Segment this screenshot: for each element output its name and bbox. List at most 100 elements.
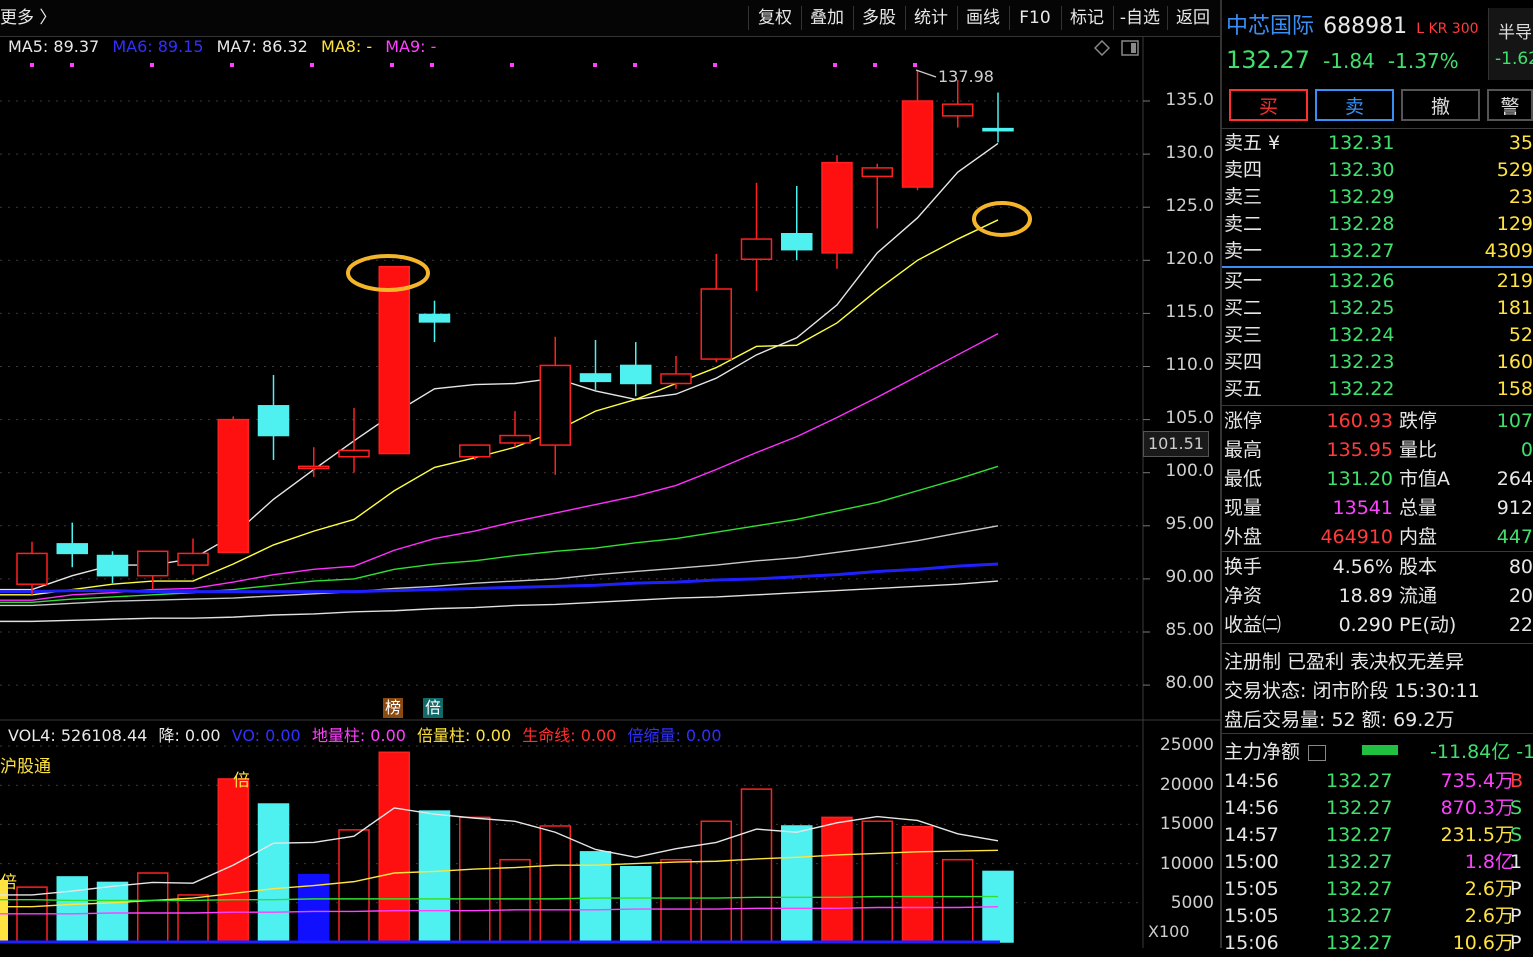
quote-row: 最高 135.95 量比 0 [1224,436,1533,464]
volume-axis-label: 10000 [1159,853,1214,874]
level-label: 买五 [1224,378,1263,400]
volume-axis-label: 5000 [1170,893,1214,913]
tick-price: 132.27 [1326,932,1393,954]
candle-body [56,543,88,555]
annotation-arrow [915,69,937,78]
quote-row: 收益㈡ 0.290 PE(动) 22 [1224,611,1533,639]
toolbar-button[interactable]: -自选 [1119,8,1161,28]
quote-label: 现量 [1224,497,1263,519]
toolbar-divider [1113,6,1114,30]
candle-body [740,238,773,260]
ask-row[interactable]: 卖四 132.30 529 [1224,157,1533,184]
sector-label: 半导 [1498,23,1532,43]
volume-bar [740,788,773,943]
level-price: 132.30 [1328,159,1395,181]
ask-row[interactable]: 卖三 132.29 23 [1224,184,1533,211]
bid-row[interactable]: 买三 132.24 52 [1224,322,1533,349]
price-axis-label: 95.00 [1165,514,1214,534]
more-button[interactable]: 更多 〉 [0,8,57,28]
volume-bar [539,825,571,943]
panel-toggle-icon[interactable] [1121,40,1139,56]
level-label: 卖二 [1224,213,1263,235]
toolbar-button[interactable]: 多股 [862,8,896,28]
level-label: 买三 [1224,324,1263,346]
tick-flag: B [1510,770,1524,792]
candle-body [660,373,692,385]
level-label: 买四 [1224,351,1263,373]
level-price: 132.24 [1328,324,1395,346]
kline-chart[interactable] [0,0,1222,948]
buy-button[interactable]: 买 [1229,89,1308,121]
tick-volume: 1.8亿 [1464,851,1514,873]
stock-code: 688981 [1323,14,1408,39]
candle-body [298,465,330,470]
vol4-label: VOL4: 526108.44 [8,726,148,745]
toolbar-button[interactable]: 统计 [914,8,948,28]
sell-button[interactable]: 卖 [1315,89,1394,121]
candle-body [137,550,169,577]
tick-row: 15:05 132.27 2.6万 P [1224,903,1533,930]
quote-label: 内盘 [1399,526,1438,548]
bid-row[interactable]: 买五 132.22 158 [1224,376,1533,403]
quote-value: 13541 [1332,497,1393,519]
quote-label: 涨停 [1224,410,1263,432]
toolbar-divider [905,6,906,30]
multiple-tag[interactable]: 倍 [423,698,443,718]
toolbar-divider [1061,6,1062,30]
quote-value: 20 [1508,585,1533,607]
rank-tag[interactable]: 榜 [383,698,403,718]
tick-row: 15:06 132.27 10.6万 P [1224,930,1533,957]
diamond-icon[interactable] [1093,39,1111,57]
volume-bar [861,820,893,943]
main-net-bar [1362,745,1398,755]
volume-axis-label: 20000 [1159,774,1214,795]
dlz-label: 地量柱: 0.00 [311,726,406,745]
sector-box[interactable]: 半导 -1.62 [1488,8,1533,80]
toolbar-button[interactable]: 画线 [966,8,1000,28]
price-axis-label: 125.0 [1165,196,1214,216]
level-volume: 52 [1508,324,1533,346]
toolbar-button[interactable]: 返回 [1176,8,1210,28]
alert-button[interactable]: 警 [1487,89,1533,121]
bid-row[interactable]: 买四 132.23 160 [1224,349,1533,376]
highlight-circle [346,254,430,292]
ma-line [0,332,999,601]
tick-price: 132.27 [1326,797,1393,819]
tick-time: 14:57 [1224,824,1279,846]
price-axis-label: 90.00 [1165,567,1214,587]
price-change: -1.84 [1323,49,1375,73]
toolbar-divider [801,6,802,30]
toolbar-button[interactable]: 叠加 [810,8,844,28]
quote-row: 净资 18.89 流通 20 [1224,582,1533,610]
ma-legend: MA5: 89.37 MA6: 89.15 MA7: 86.32 MA8: - … [8,37,444,59]
list-icon[interactable] [1308,744,1327,761]
tick-time: 15:00 [1224,851,1279,873]
level-price: 132.27 [1328,240,1395,262]
quote-value: 107 [1496,410,1533,432]
toolbar-button[interactable]: 标记 [1070,8,1104,28]
cancel-order-button[interactable]: 撤 [1401,89,1480,121]
bid-row[interactable]: 买一 132.26 219 [1224,268,1533,295]
stock-name[interactable]: 中芯国际 [1226,14,1315,39]
ask-row[interactable]: 卖二 132.28 129 [1224,211,1533,238]
toolbar-button[interactable]: 复权 [758,8,792,28]
tick-price: 132.27 [1326,878,1393,900]
ask-row[interactable]: 卖一 132.27 4309 [1224,238,1533,265]
level-volume: 129 [1496,213,1533,235]
signal-dot [150,63,154,67]
toolbar-button[interactable]: F10 [1019,8,1051,28]
quote-label: 收益㈡ [1224,614,1282,636]
tick-price: 132.27 [1326,824,1393,846]
bid-row[interactable]: 买二 132.25 181 [1224,295,1533,322]
main-net-value: -11.84亿 -1 [1430,741,1533,763]
ask-row[interactable]: 卖五 ¥ 132.31 35 [1224,130,1533,157]
signal-dot [230,63,234,67]
level-volume: 181 [1496,297,1533,319]
price-axis-label: 115.0 [1165,302,1214,322]
quote-value: 464910 [1320,526,1393,548]
price-axis-label: 80.00 [1165,673,1214,693]
signal-dot [30,63,34,67]
candle-body [579,373,612,383]
price-axis-label: 120.0 [1165,249,1214,269]
vol-multiple-tag: 倍 [233,771,250,791]
